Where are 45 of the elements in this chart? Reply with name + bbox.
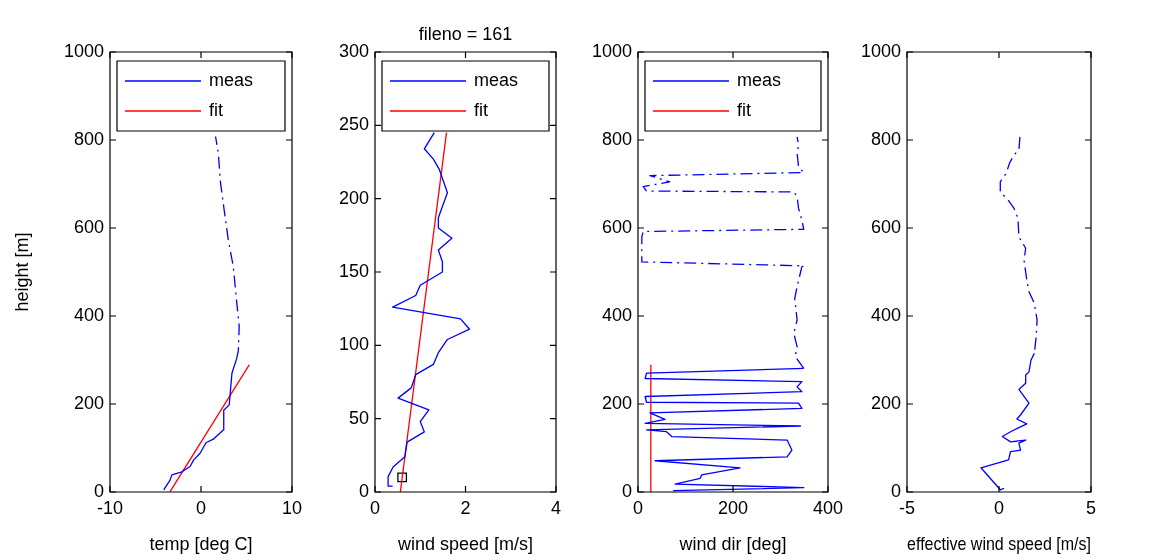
y-tick-label: 50 <box>348 407 369 428</box>
y-axis-title: height [m] <box>11 232 32 312</box>
y-tick-label: 600 <box>73 216 104 237</box>
x-tick-label: 4 <box>550 497 562 518</box>
y-tick-label: 400 <box>73 304 104 325</box>
y-tick-label: 1000 <box>860 40 901 61</box>
y-tick-label: 1000 <box>63 40 104 61</box>
y-tick-label: 300 <box>338 40 369 61</box>
x-tick-label: -5 <box>898 497 916 518</box>
y-tick-label: 800 <box>870 128 901 149</box>
y-tick-label: 800 <box>73 128 104 149</box>
y-tick-label: 400 <box>601 304 632 325</box>
y-tick-label: 200 <box>338 187 369 208</box>
y-tick-label: 100 <box>338 334 369 355</box>
x-tick-label: 2 <box>460 497 471 518</box>
y-tick-label: 400 <box>870 304 901 325</box>
legend-label: meas <box>474 69 519 90</box>
y-tick-label: 0 <box>621 480 632 501</box>
x-tick-label: 0 <box>993 497 1005 518</box>
legend-label: fit <box>209 99 224 120</box>
x-tick-label: 0 <box>195 497 207 518</box>
y-tick-label: 600 <box>601 216 632 237</box>
y-tick-label: 200 <box>73 392 104 413</box>
legend-label: meas <box>209 69 254 90</box>
chart-title: fileno = 161 <box>418 24 513 44</box>
y-tick-label: 250 <box>338 114 369 135</box>
y-tick-label: 600 <box>870 216 901 237</box>
y-tick-label: 0 <box>890 480 901 501</box>
x-axis-title: wind speed [m/s] <box>396 534 534 555</box>
legend-label: fit <box>737 99 752 120</box>
y-tick-label: 800 <box>601 128 632 149</box>
x-axis-title: effective wind speed [m/s] <box>907 534 1091 555</box>
legend-label: meas <box>737 69 782 90</box>
x-tick-label: 200 <box>717 497 749 518</box>
y-tick-label: 200 <box>870 392 901 413</box>
y-tick-label: 200 <box>601 392 632 413</box>
x-axis-title: temp [deg C] <box>149 534 253 555</box>
y-tick-label: 150 <box>338 260 369 281</box>
x-axis-title: wind dir [deg] <box>678 534 787 555</box>
y-tick-label: 0 <box>358 480 369 501</box>
y-tick-label: 1000 <box>591 40 632 61</box>
x-tick-label: 400 <box>812 497 844 518</box>
legend-label: fit <box>474 99 489 120</box>
x-tick-label: 5 <box>1085 497 1097 518</box>
x-tick-label: 10 <box>281 497 303 518</box>
